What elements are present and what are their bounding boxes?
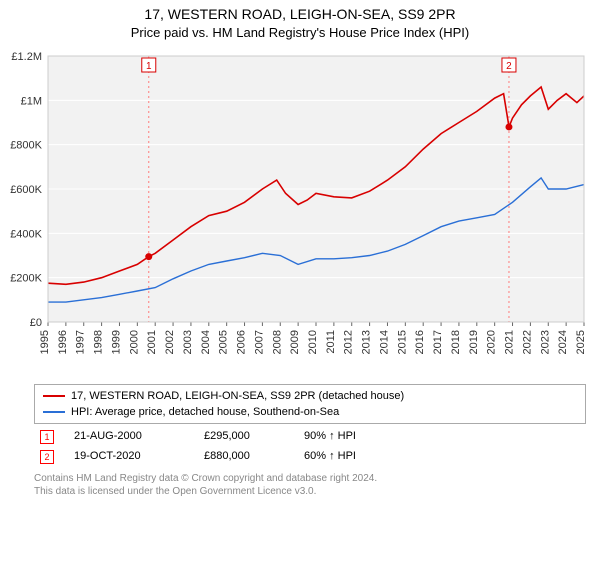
legend-label: 17, WESTERN ROAD, LEIGH-ON-SEA, SS9 2PR … — [71, 390, 404, 402]
legend-swatch — [43, 395, 65, 397]
svg-text:2024: 2024 — [557, 330, 569, 354]
legend-item: 17, WESTERN ROAD, LEIGH-ON-SEA, SS9 2PR … — [39, 388, 581, 404]
svg-text:£0: £0 — [30, 317, 42, 329]
svg-text:1999: 1999 — [110, 330, 122, 354]
sale-row: 2 19-OCT-2020£880,00060% ↑ HPI — [34, 450, 586, 464]
svg-text:£800K: £800K — [10, 140, 42, 152]
svg-text:2001: 2001 — [146, 330, 158, 354]
page-subtitle: Price paid vs. HM Land Registry's House … — [0, 25, 600, 40]
sale-diff: 90% ↑ HPI — [304, 430, 374, 444]
svg-text:1998: 1998 — [93, 330, 105, 354]
svg-text:2021: 2021 — [504, 330, 516, 354]
legend-item: HPI: Average price, detached house, Sout… — [39, 404, 581, 420]
svg-text:2019: 2019 — [468, 330, 480, 354]
svg-text:£200K: £200K — [10, 273, 42, 285]
svg-text:2003: 2003 — [182, 330, 194, 354]
sale-row: 1 21-AUG-2000£295,00090% ↑ HPI — [34, 430, 586, 444]
sale-diff: 60% ↑ HPI — [304, 450, 374, 464]
price-chart: £0 £200K £400K £600K £800K £1M £1.2M 1995 1996 19… — [0, 48, 600, 378]
svg-text:2022: 2022 — [521, 330, 533, 354]
svg-text:2025: 2025 — [575, 330, 587, 354]
svg-text:2014: 2014 — [378, 330, 390, 354]
attribution-footer: Contains HM Land Registry data © Crown c… — [34, 472, 586, 498]
svg-text:2018: 2018 — [450, 330, 462, 354]
sale-date: 21-AUG-2000 — [74, 430, 204, 444]
svg-text:2: 2 — [506, 61, 512, 72]
sale-marker: 2 — [40, 450, 54, 464]
svg-text:2007: 2007 — [253, 330, 265, 354]
svg-text:2016: 2016 — [414, 330, 426, 354]
svg-text:1996: 1996 — [57, 330, 69, 354]
svg-text:1997: 1997 — [75, 330, 87, 354]
svg-text:2005: 2005 — [218, 330, 230, 354]
svg-text:£400K: £400K — [10, 228, 42, 240]
svg-text:2013: 2013 — [361, 330, 373, 354]
svg-text:2002: 2002 — [164, 330, 176, 354]
svg-text:2015: 2015 — [396, 330, 408, 354]
svg-text:2012: 2012 — [343, 330, 355, 354]
page-title: 17, WESTERN ROAD, LEIGH-ON-SEA, SS9 2PR — [0, 6, 600, 22]
svg-text:2006: 2006 — [236, 330, 248, 354]
svg-text:2010: 2010 — [307, 330, 319, 354]
svg-text:2011: 2011 — [325, 330, 337, 354]
svg-text:2020: 2020 — [486, 330, 498, 354]
svg-text:2000: 2000 — [128, 330, 140, 354]
svg-text:£600K: £600K — [10, 184, 42, 196]
sale-date: 19-OCT-2020 — [74, 450, 204, 464]
chart-legend: 17, WESTERN ROAD, LEIGH-ON-SEA, SS9 2PR … — [34, 384, 586, 424]
sales-table: 1 21-AUG-2000£295,00090% ↑ HPI 2 19-OCT-202… — [0, 430, 600, 464]
legend-swatch — [43, 411, 65, 413]
sale-marker: 1 — [40, 430, 54, 444]
svg-text:2004: 2004 — [200, 330, 212, 354]
svg-text:2017: 2017 — [432, 330, 444, 354]
svg-text:£1.2M: £1.2M — [11, 51, 42, 63]
sale-price: £295,000 — [204, 430, 304, 444]
svg-text:1995: 1995 — [39, 330, 51, 354]
legend-label: HPI: Average price, detached house, Sout… — [71, 406, 339, 418]
svg-text:2009: 2009 — [289, 330, 301, 354]
svg-text:£1M: £1M — [21, 95, 42, 107]
svg-text:1: 1 — [146, 61, 152, 72]
footer-line2: This data is licensed under the Open Gov… — [34, 485, 586, 498]
svg-text:2008: 2008 — [271, 330, 283, 354]
footer-line1: Contains HM Land Registry data © Crown c… — [34, 472, 586, 485]
sale-price: £880,000 — [204, 450, 304, 464]
svg-text:2023: 2023 — [539, 330, 551, 354]
